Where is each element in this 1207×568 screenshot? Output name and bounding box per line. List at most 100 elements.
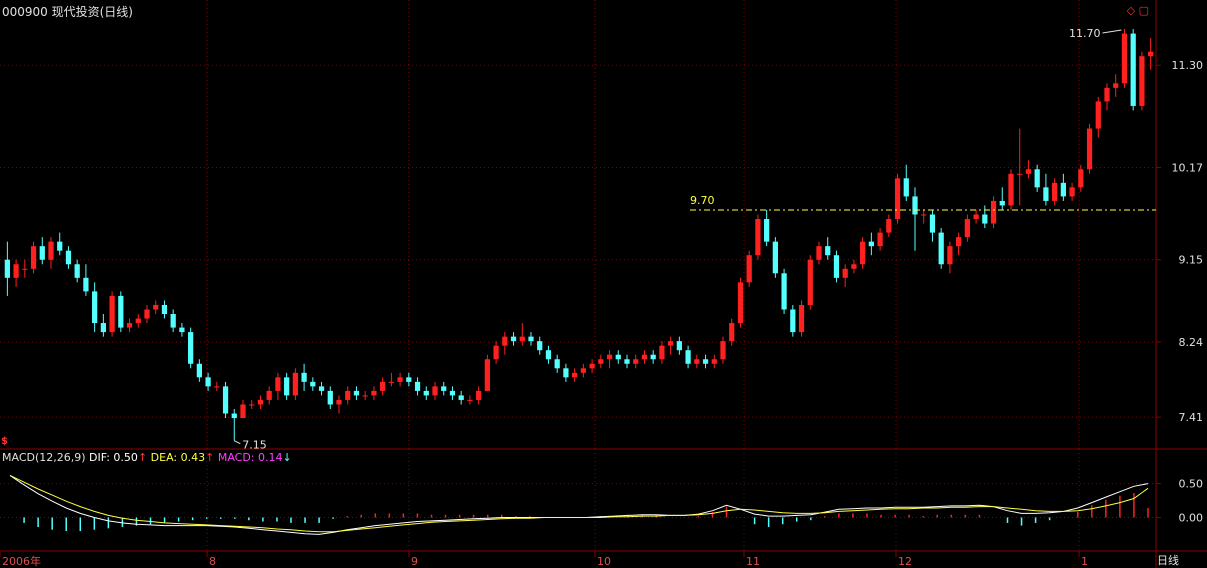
candle-down (92, 291, 98, 324)
candle-down (310, 381, 316, 387)
candle-up (1104, 87, 1110, 102)
candle-down (999, 200, 1005, 206)
candle-up (947, 246, 953, 265)
candle-down (458, 395, 464, 400)
price-tick-label: 9.15 (1179, 254, 1204, 267)
macd-tick-label: 0.00 (1179, 511, 1204, 524)
candle-down (284, 377, 290, 396)
candle-up (502, 336, 508, 346)
candle-up (641, 354, 648, 360)
period-label[interactable]: 日线 (1157, 554, 1179, 567)
candle-up (362, 395, 368, 397)
candle-up (746, 255, 752, 283)
candle-down (929, 214, 936, 233)
candle-up (1069, 187, 1075, 197)
macd-name: MACD(12,26,9) (2, 451, 86, 464)
candle-down (327, 390, 333, 405)
candle-up (729, 323, 735, 342)
candle-up (964, 219, 970, 238)
candle-up (860, 241, 866, 265)
level-label: 9.70 (690, 194, 715, 207)
candle-up (886, 219, 892, 233)
candle-down (4, 259, 10, 278)
diamond-icon[interactable]: ◇ (1126, 4, 1136, 17)
dif-arrow-icon: ↑ (137, 451, 148, 464)
candle-down (624, 359, 630, 364)
candle-up (214, 386, 220, 388)
candle-up (257, 399, 264, 405)
candle-up (266, 390, 272, 400)
candle-down (406, 377, 412, 382)
candle-up (798, 304, 805, 333)
candle-down (449, 390, 456, 396)
candle-up (1017, 173, 1023, 175)
candle-down (982, 214, 988, 224)
candle-down (205, 377, 211, 387)
candle-up (292, 372, 298, 396)
candle-down (537, 341, 543, 351)
candle-up (240, 404, 246, 419)
candle-up (48, 241, 54, 260)
candle-up (519, 336, 525, 342)
candle-down (1130, 33, 1136, 106)
dif-line (9, 474, 1149, 535)
chart-title: 000900 现代投资(日线) (2, 5, 133, 19)
candle-up (22, 268, 28, 270)
candle-up (345, 390, 351, 400)
candle-up (30, 246, 37, 269)
candle-up (275, 377, 281, 391)
candle-down (528, 336, 534, 342)
candle-up (894, 178, 901, 220)
macd-tick-label: 0.50 (1179, 478, 1204, 491)
window-restore-icon[interactable]: ▢ (1138, 4, 1149, 17)
candle-down (685, 350, 691, 364)
candle-down (563, 368, 569, 378)
candle-down (222, 386, 229, 414)
candle-down (764, 219, 770, 242)
candle-up (467, 399, 473, 401)
x-tick-label: 2006年 (2, 554, 41, 568)
candle-down (188, 332, 194, 364)
low-marker-line (234, 440, 241, 445)
candle-up (694, 359, 700, 364)
x-tick-label: 12 (898, 555, 912, 568)
candle-down (1060, 182, 1066, 197)
candle-up (633, 359, 639, 364)
candle-down (318, 386, 325, 391)
x-tick-label: 1 (1081, 555, 1088, 568)
candle-up (1086, 128, 1093, 170)
candle-up (484, 359, 490, 391)
candle-down (353, 390, 360, 396)
candle-down (39, 246, 45, 260)
dea-arrow-icon: ↑ (205, 451, 215, 464)
candle-up (1113, 83, 1119, 88)
low-label: 7.15 (242, 439, 266, 452)
price-tick-label: 11.30 (1172, 59, 1204, 72)
candle-up (432, 386, 438, 396)
window-buttons[interactable]: ◇ ▢ (1127, 4, 1149, 17)
candle-down (772, 241, 778, 274)
candle-up (659, 345, 665, 360)
candle-up (956, 237, 962, 247)
candle-up (598, 359, 604, 364)
macd-label: MACD: 0.14 (217, 451, 283, 464)
candle-up (476, 390, 482, 400)
candle-up (1121, 33, 1128, 84)
candle-down (196, 363, 202, 378)
candle-down (615, 354, 621, 360)
candle-up (737, 282, 744, 324)
x-tick-label: 11 (746, 555, 760, 568)
x-tick-label: 9 (411, 555, 418, 568)
candle-up (109, 295, 115, 333)
candle-up (144, 309, 150, 319)
candle-down (868, 241, 874, 247)
candle-down (83, 277, 89, 292)
candle-down (1043, 187, 1049, 201)
candle-up (606, 354, 613, 360)
candle-up (921, 214, 927, 216)
candle-up (1025, 169, 1032, 174)
high-marker-line (1102, 29, 1122, 34)
candle-up (1008, 173, 1014, 206)
candle-up (720, 341, 726, 360)
